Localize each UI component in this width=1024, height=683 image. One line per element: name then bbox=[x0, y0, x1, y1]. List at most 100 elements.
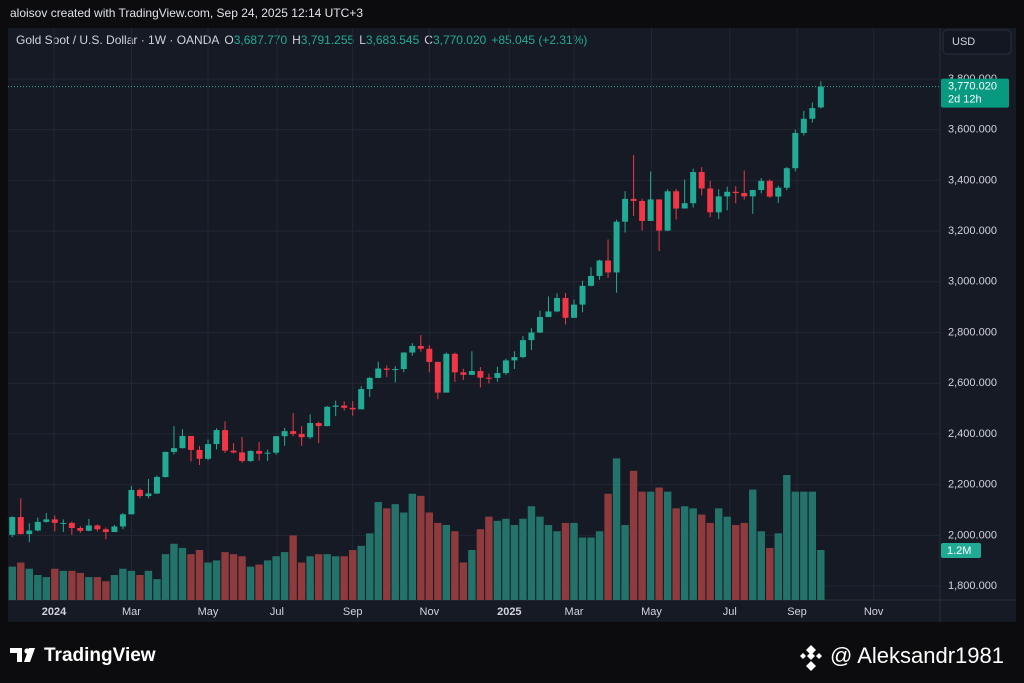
candle-body bbox=[307, 423, 314, 438]
y-tick-label: 2,000.000 bbox=[948, 529, 997, 541]
volume-bar bbox=[655, 487, 663, 600]
candle-body bbox=[817, 86, 824, 108]
volume-bar bbox=[366, 533, 374, 600]
volume-bar bbox=[102, 581, 110, 600]
candle-body bbox=[205, 444, 212, 459]
volume-bar bbox=[17, 562, 25, 600]
candle-body bbox=[213, 430, 220, 445]
x-tick-label: Mar bbox=[122, 606, 141, 618]
candle-body bbox=[111, 526, 118, 533]
diamond bbox=[800, 645, 822, 671]
volume-bar bbox=[570, 522, 578, 600]
volume-bar bbox=[715, 508, 723, 600]
legend-key: L bbox=[359, 33, 366, 47]
candle-body bbox=[673, 191, 680, 209]
watermark-logo bbox=[10, 648, 35, 662]
volume-bar bbox=[212, 560, 221, 600]
candle-body bbox=[715, 196, 722, 213]
x-tick-label: 2024 bbox=[42, 606, 67, 618]
y-tick-label: 2,400.000 bbox=[948, 428, 997, 440]
candle-body bbox=[426, 348, 433, 362]
volume-bar bbox=[451, 531, 459, 600]
volume-bar bbox=[161, 554, 170, 600]
y-tick-label: 3,000.000 bbox=[948, 276, 997, 288]
candle-body bbox=[485, 377, 492, 379]
candle-body bbox=[741, 193, 748, 197]
volume-bar bbox=[791, 491, 800, 600]
candle-body bbox=[68, 522, 75, 528]
volume-bar bbox=[629, 470, 638, 600]
candle-body bbox=[639, 200, 646, 221]
volume-bar bbox=[51, 568, 59, 600]
volume-bar bbox=[76, 572, 85, 600]
candle-body bbox=[528, 332, 535, 341]
volume-bar bbox=[204, 562, 212, 600]
candle-body bbox=[451, 353, 458, 373]
candle-body bbox=[400, 352, 407, 370]
countdown: 2d 12h bbox=[948, 93, 982, 105]
candle-body bbox=[443, 353, 450, 393]
legend: Gold Spot / U.S. Dollar · 1W · OANDA O3,6… bbox=[16, 33, 587, 47]
x-tick-label: Sep bbox=[343, 606, 363, 618]
legend-value: 3,683.545 bbox=[366, 33, 420, 47]
candle-body bbox=[409, 345, 416, 353]
candle-body bbox=[119, 514, 126, 527]
candle-body bbox=[545, 311, 552, 318]
candle-body bbox=[341, 405, 348, 408]
volume-bar bbox=[476, 529, 485, 600]
candle-body bbox=[230, 450, 237, 453]
volume-bar bbox=[766, 547, 774, 600]
y-tick-label: 2,600.000 bbox=[948, 377, 997, 389]
volume-bar bbox=[314, 554, 323, 600]
volume-bar bbox=[323, 554, 331, 600]
volume-bar bbox=[187, 554, 195, 600]
volume-label: 1.2M bbox=[947, 545, 971, 557]
volume-bar bbox=[272, 556, 280, 600]
volume-bar bbox=[527, 506, 536, 600]
candle-body bbox=[281, 431, 288, 437]
volume-bar bbox=[732, 525, 740, 600]
volume-bar bbox=[706, 522, 714, 600]
candle-body bbox=[766, 180, 773, 197]
volume-bar bbox=[255, 564, 263, 600]
candle-body bbox=[26, 530, 33, 535]
x-tick-label: 2025 bbox=[497, 606, 521, 618]
x-tick-label: Nov bbox=[864, 606, 884, 618]
candle-body bbox=[366, 377, 373, 390]
currency[interactable]: USD bbox=[952, 36, 975, 48]
candle-body bbox=[732, 191, 739, 194]
candle-body bbox=[536, 317, 543, 333]
volume-bar bbox=[331, 556, 340, 600]
x-tick-label: Jul bbox=[723, 606, 737, 618]
volume-bar bbox=[170, 543, 178, 600]
candle-body bbox=[630, 198, 637, 201]
last-price-box bbox=[941, 78, 1009, 108]
candle-body bbox=[9, 517, 16, 535]
candle-body bbox=[707, 188, 714, 213]
currency-button[interactable] bbox=[942, 29, 1012, 55]
legend-value: 3,687.770 bbox=[234, 33, 288, 47]
candle-body bbox=[477, 371, 484, 378]
candle-body bbox=[800, 118, 807, 133]
candle-body bbox=[315, 423, 322, 427]
volume-bar bbox=[680, 506, 689, 600]
volume-bar bbox=[357, 545, 365, 600]
candle-body bbox=[17, 517, 24, 535]
volume-bar bbox=[127, 570, 136, 600]
candle-body bbox=[196, 449, 203, 459]
volume-bar bbox=[306, 556, 314, 600]
volume-bar bbox=[8, 566, 16, 600]
signature-icon bbox=[800, 645, 822, 671]
volume-bar bbox=[544, 525, 553, 600]
volume-bar bbox=[297, 562, 306, 600]
x-tick-label: May bbox=[641, 606, 662, 618]
volume-bar bbox=[697, 514, 706, 600]
legend-key: O bbox=[224, 33, 233, 47]
volume-bar bbox=[442, 525, 451, 600]
candle-body bbox=[588, 275, 595, 286]
y-tick-label: 3,600.000 bbox=[948, 124, 997, 136]
candle-body bbox=[792, 132, 799, 169]
logo-dot bbox=[24, 648, 30, 654]
candle-body bbox=[375, 368, 382, 378]
volume-bar bbox=[468, 550, 476, 600]
